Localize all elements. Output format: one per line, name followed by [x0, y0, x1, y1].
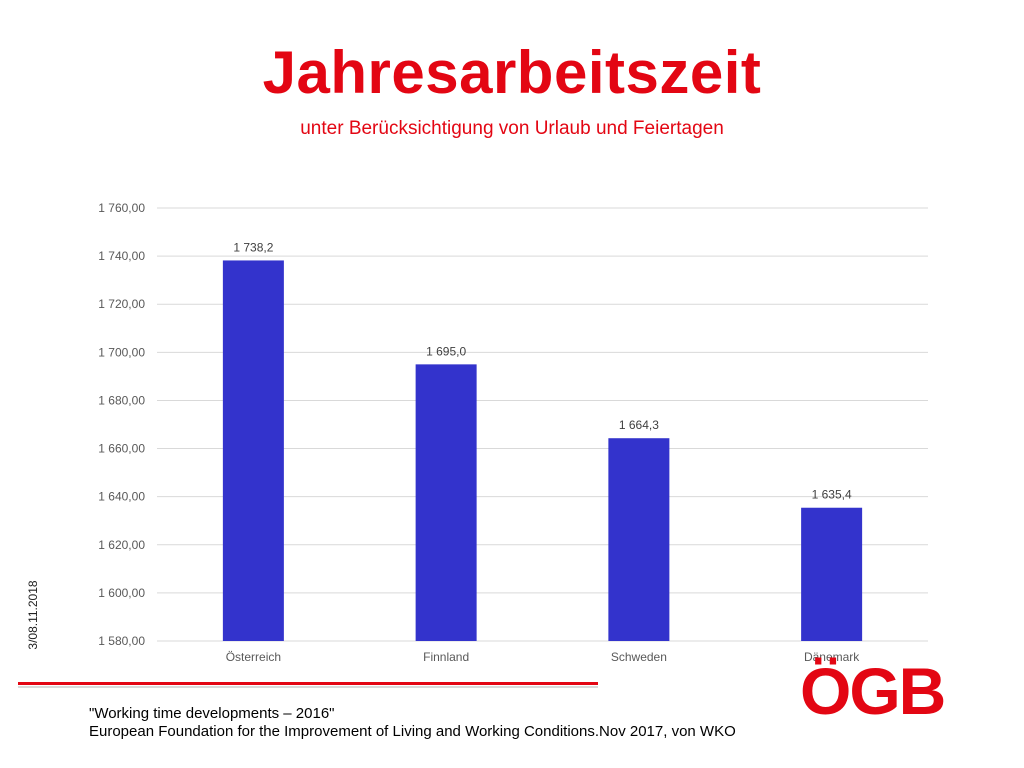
source-title: "Working time developments – 2016" [89, 705, 335, 722]
date-stamp: 3/08.11.2018 [26, 580, 40, 650]
x-tick-label: Schweden [611, 650, 667, 664]
y-tick-label: 1 660,00 [98, 442, 145, 456]
grid-lines [157, 207, 928, 642]
divider-line [18, 682, 598, 685]
y-tick-label: 1 740,00 [98, 249, 145, 263]
oegb-logo: ÖGB [800, 654, 946, 722]
y-tick-label: 1 640,00 [98, 490, 145, 504]
bar [801, 507, 863, 641]
bars [222, 260, 863, 641]
divider-shadow [18, 686, 598, 688]
data-label: 1 664,3 [619, 418, 659, 432]
y-tick-label: 1 700,00 [98, 345, 145, 359]
slide-title: Jahresarbeitszeit [262, 39, 762, 106]
source-note: "Working time developments – 2016" Europ… [89, 705, 736, 741]
y-tick-label: 1 580,00 [98, 634, 145, 648]
y-tick-label: 1 720,00 [98, 297, 145, 311]
bar [415, 364, 477, 641]
bar [222, 260, 284, 641]
y-tick-label: 1 600,00 [98, 586, 145, 600]
bar [608, 438, 670, 641]
data-label: 1 635,4 [812, 488, 852, 502]
svg-text:ÖGB: ÖGB [800, 654, 944, 722]
y-tick-label: 1 620,00 [98, 538, 145, 552]
y-axis-tick-labels: 1 580,00 1 600,00 1 620,00 1 640,00 1 660,00… [98, 201, 145, 648]
data-label: 1 695,0 [426, 344, 466, 358]
x-tick-label: Österreich [226, 650, 281, 664]
slide-subtitle: unter Berücksichtigung von Urlaub und Fe… [300, 118, 724, 139]
data-labels: 1 738,2 1 695,0 1 664,3 1 635,4 [233, 240, 852, 501]
x-axis-tick-labels: Österreich Finnland Schweden Dänemark [226, 650, 861, 664]
y-tick-label: 1 760,00 [98, 201, 145, 215]
x-tick-label: Finnland [423, 650, 469, 664]
y-tick-label: 1 680,00 [98, 393, 145, 407]
source-publisher: European Foundation for the Improvement … [89, 723, 736, 740]
x-tick-label: Dänemark [804, 650, 860, 664]
data-label: 1 738,2 [233, 240, 273, 254]
